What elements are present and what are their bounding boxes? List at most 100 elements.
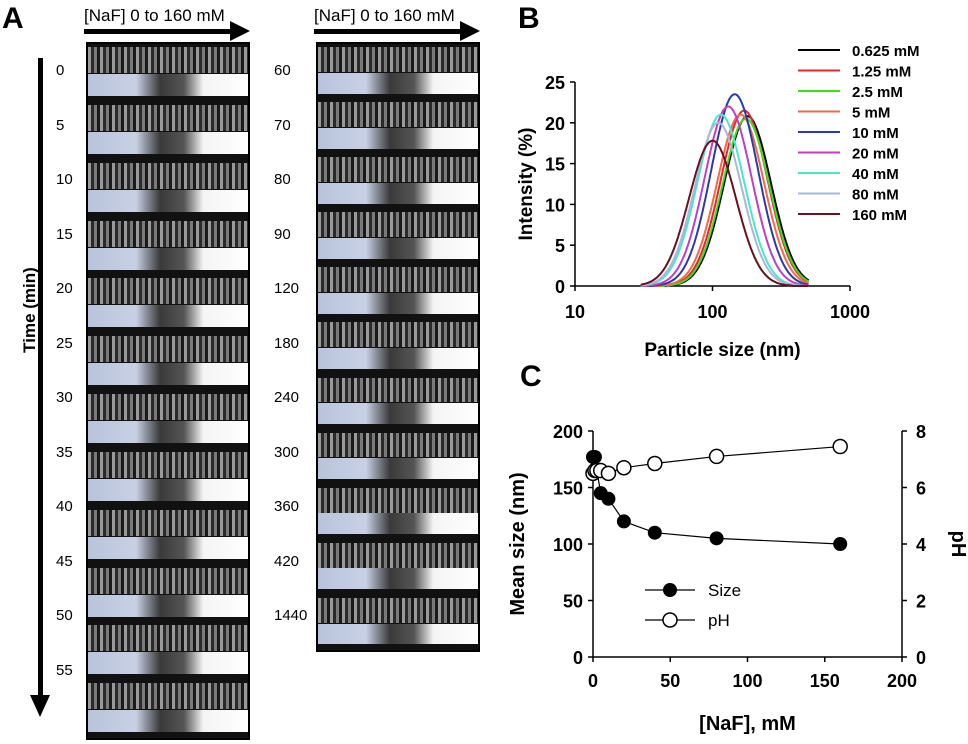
vial-row-upper	[318, 212, 478, 238]
time-label-right: 180	[274, 334, 300, 352]
time-label-left: 50	[56, 607, 73, 624]
vial-row-lower	[88, 594, 248, 617]
x-tick-label: 10	[565, 302, 585, 322]
vial-row-upper	[318, 322, 478, 348]
vial-row-upper	[88, 336, 248, 363]
vial-row-upper	[88, 451, 248, 478]
series-line	[640, 113, 809, 287]
time-arrow-head-icon	[30, 695, 50, 717]
panel-a-letter: A	[2, 2, 24, 35]
vial-row-lower	[318, 513, 478, 535]
vial-row-upper	[318, 487, 478, 513]
time-label-left: 55	[56, 661, 73, 679]
y-tick-label: 15	[545, 155, 565, 175]
panel-c-letter: C	[520, 360, 542, 393]
vial-row-upper	[318, 432, 478, 458]
vial-row-lower	[88, 363, 248, 386]
legend-label: 40 mM	[852, 166, 899, 183]
concentration-arrow-right	[314, 21, 480, 41]
y-tick-label: 20	[545, 114, 565, 134]
time-label-right: 60	[274, 62, 291, 79]
vial-row-upper	[318, 47, 478, 72]
vial-row-lower	[88, 74, 248, 97]
legend-marker-size	[663, 583, 677, 597]
vial-row-lower	[88, 131, 248, 154]
vial-row-upper	[88, 509, 248, 536]
time-label-right: 240	[274, 389, 300, 406]
x-axis-label: [NaF], mM	[699, 713, 796, 735]
panel-b-letter: B	[518, 2, 540, 35]
vial-row-upper	[88, 220, 248, 247]
series-line	[640, 105, 809, 287]
legend-label: 5 mM	[852, 105, 890, 122]
ph-data-point	[647, 455, 663, 472]
vial-row-lower	[318, 458, 478, 480]
legend-label: 10 mM	[852, 125, 899, 142]
legend-marker-ph	[662, 612, 678, 628]
vial-row-upper	[88, 278, 248, 305]
x-tick-label: 200	[887, 671, 917, 691]
dls-intensity-chart: 0 5 10 15 20 25 10 100 1000 Particle size (nm) Int…	[516, 43, 920, 361]
legend-label: 160 mM	[852, 207, 907, 224]
vial-row-upper	[88, 162, 248, 189]
size-ph-chart: 0 50 100 150 200 0 2 4 6 8 0 50 100 150 200 [NaF], mM Me…	[507, 422, 968, 735]
vial-row-upper	[318, 102, 478, 127]
vial-row-lower	[88, 189, 248, 212]
vial-row-lower	[318, 623, 478, 645]
vial-row-lower	[318, 237, 478, 259]
size-data-point	[616, 514, 631, 529]
vial-row-lower	[88, 247, 248, 270]
legend-label: 1.25 mM	[852, 64, 911, 81]
series-line	[640, 109, 810, 287]
y2-tick-label: 8	[916, 422, 926, 442]
x-axis-label: Particle size (nm)	[644, 340, 800, 361]
y-tick-label: 0	[555, 277, 565, 297]
y-axis-label: Mean size (nm)	[507, 472, 529, 615]
vial-row-lower	[318, 127, 478, 149]
size-data-point	[833, 537, 848, 551]
ph-data-point	[600, 465, 617, 482]
legend-label-ph: pH	[708, 611, 730, 630]
y2-tick-label: 0	[916, 648, 926, 668]
size-data-point	[647, 525, 662, 540]
series-line	[640, 121, 809, 287]
x-tick-label: 100	[732, 671, 762, 691]
time-label-right: 120	[274, 280, 300, 297]
time-label-left: 0	[56, 62, 65, 79]
series-line	[640, 117, 810, 287]
legend-label: 2.5 mM	[852, 84, 903, 101]
vial-row-upper	[88, 47, 248, 74]
series-line	[640, 139, 809, 287]
vial-row-upper	[88, 683, 248, 710]
time-label-left: 25	[56, 334, 73, 352]
vial-row-upper	[88, 625, 248, 652]
ph-data-point	[616, 459, 632, 476]
y-axis-label: Intensity (%)	[516, 128, 537, 241]
time-label-left: 20	[56, 280, 73, 297]
legend-label-size: Size	[708, 581, 741, 600]
vial-photo-strip-left	[86, 42, 250, 740]
size-data-point	[709, 531, 724, 546]
time-label-left: 15	[56, 225, 73, 243]
vial-row-upper	[318, 597, 478, 623]
legend-label: 20 mM	[852, 146, 899, 163]
x-tick-label: 0	[588, 671, 598, 691]
y2-tick-label: 4	[916, 535, 926, 555]
x-tick-label: 100	[697, 302, 727, 322]
time-label-left: 10	[56, 171, 73, 188]
series-line	[640, 115, 810, 287]
time-label-left: 45	[56, 552, 73, 570]
time-label-right: 70	[274, 116, 291, 134]
vial-row-upper	[88, 104, 248, 131]
size-data-point	[587, 449, 602, 464]
legend-label: 80 mM	[852, 187, 899, 204]
x-tick-label: 50	[660, 671, 680, 691]
y-tick-label: 200	[553, 422, 583, 442]
vial-row-upper	[318, 157, 478, 182]
naf-header-left: [NaF] 0 to 160 mM	[84, 6, 225, 25]
time-arrow	[38, 58, 43, 698]
vial-row-lower	[88, 421, 248, 444]
time-label-right: 90	[274, 225, 291, 243]
time-label-right: 1440	[274, 607, 308, 624]
time-axis-label: Time (min)	[20, 267, 39, 353]
